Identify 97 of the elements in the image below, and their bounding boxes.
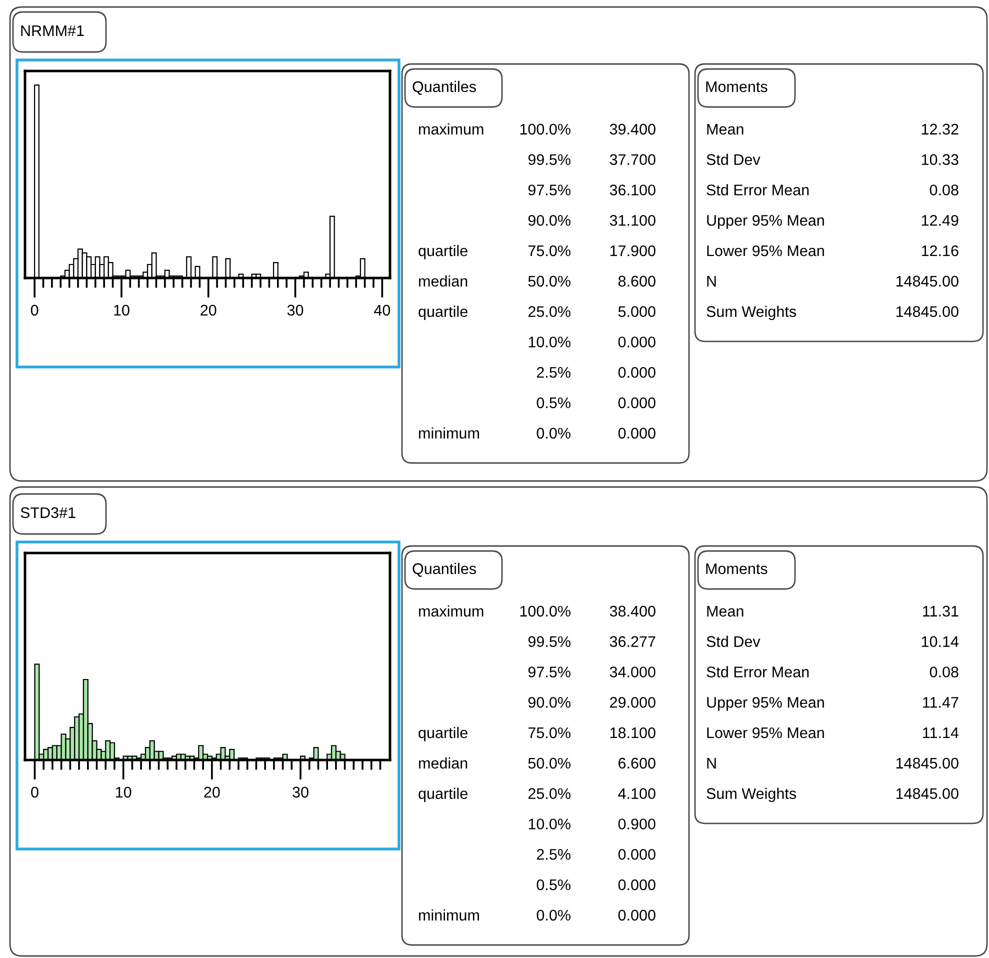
category-label: 2.5% <box>536 848 570 860</box>
text: 12.49 <box>922 214 958 226</box>
category-label: Std Dev <box>706 154 760 165</box>
text: 17.900 <box>610 245 656 256</box>
category-label: quartile <box>418 726 468 742</box>
category-label: Lower 95% Mean <box>707 245 824 256</box>
text: 12.16 <box>922 245 958 256</box>
text: Moments <box>706 563 768 574</box>
category-label: Std Dev <box>706 636 760 647</box>
x-tick-label: 40 <box>374 304 390 316</box>
category-label: 0.5% <box>536 879 570 890</box>
category-label: 2.5% <box>536 366 570 378</box>
text: 37.700 <box>610 154 656 165</box>
category-label: 10.0% <box>528 818 570 830</box>
category-label: 99.5% <box>528 154 570 165</box>
category-label: 75.0% <box>528 245 570 256</box>
text: 11.47 <box>923 697 958 708</box>
chart-title: NRMM#1 <box>21 25 84 36</box>
category-label: 50.0% <box>528 276 570 287</box>
category-label: 25.0% <box>528 306 570 317</box>
category-label: quartile <box>418 244 468 260</box>
text: 29.000 <box>610 696 656 708</box>
x-tick-label: 20 <box>200 304 216 316</box>
category-label: minimum <box>419 427 479 439</box>
text: 10.33 <box>922 154 958 165</box>
category-label: 75.0% <box>528 727 570 738</box>
category-label: 90.0% <box>528 696 570 708</box>
category-label: quartile <box>418 306 468 320</box>
x-tick-label: 0 <box>31 786 38 798</box>
category-label: Upper 95% Mean <box>707 696 824 711</box>
x-tick-label: 0 <box>30 304 38 316</box>
category-label: Mean <box>707 124 744 135</box>
text: 36.277 <box>610 636 656 647</box>
x-tick-label: 30 <box>287 304 304 316</box>
x-tick-label: 10 <box>114 304 130 316</box>
text: 18.100 <box>610 727 656 738</box>
category-label: 100.0% <box>520 124 570 135</box>
text: 0.000 <box>618 428 656 439</box>
x-tick-label: 10 <box>116 786 132 798</box>
x-tick-label: 30 <box>292 786 308 798</box>
category-label: 25.0% <box>528 788 570 799</box>
text: 14845.00 <box>896 788 958 799</box>
text: 0.000 <box>618 910 656 921</box>
x-tick-label: 20 <box>204 786 220 798</box>
category-label: N <box>707 276 716 286</box>
category-label: 90.0% <box>528 214 570 226</box>
text: 4.100 <box>618 788 656 799</box>
text: 12.32 <box>922 124 958 135</box>
category-label: 0.0% <box>536 428 570 439</box>
text: 14845.00 <box>896 276 958 287</box>
category-label: maximum <box>419 123 484 135</box>
category-label: 97.5% <box>528 666 570 678</box>
category-label: Std Error Mean <box>706 666 809 678</box>
text: Quantiles <box>412 562 476 577</box>
category-label: Mean <box>707 606 744 617</box>
text: 0.000 <box>618 366 656 378</box>
category-label: Std Error Mean <box>706 184 809 196</box>
text: 5.000 <box>618 306 656 317</box>
text: 0.000 <box>618 336 656 348</box>
text: 14845.00 <box>896 758 958 769</box>
text: 6.600 <box>618 758 656 769</box>
text: 0.08 <box>930 184 958 196</box>
text: 0.08 <box>930 666 958 678</box>
text: 14845.00 <box>896 306 958 317</box>
text: 39.400 <box>610 124 656 135</box>
category-label: 99.5% <box>528 636 570 647</box>
category-label: 10.0% <box>528 336 570 348</box>
text: 0.900 <box>618 818 656 830</box>
text: 10.14 <box>922 636 959 647</box>
text: 8.600 <box>618 276 656 287</box>
category-label: quartile <box>418 788 468 802</box>
category-label: 50.0% <box>528 758 570 769</box>
category-label: minimum <box>419 909 479 921</box>
category-label: median <box>419 757 468 769</box>
text: 34.000 <box>610 666 656 678</box>
category-label: maximum <box>419 605 484 617</box>
category-label: 0.0% <box>536 910 570 921</box>
category-label: Sum Weights <box>706 788 796 802</box>
category-label: N <box>707 758 716 768</box>
category-label: Sum Weights <box>706 306 796 320</box>
text: 0.000 <box>618 397 656 408</box>
text: 36.100 <box>610 184 656 196</box>
text: Quantiles <box>412 80 476 95</box>
category-label: Upper 95% Mean <box>707 214 824 229</box>
chart-title: STD3#1 <box>20 507 76 518</box>
text: 11.31 <box>923 606 958 617</box>
text: 0.000 <box>618 848 656 860</box>
category-label: 100.0% <box>520 606 570 617</box>
text: 38.400 <box>610 606 656 617</box>
category-label: 97.5% <box>528 184 570 196</box>
category-label: median <box>419 275 468 287</box>
text: 31.100 <box>610 214 656 226</box>
category-label: 0.5% <box>536 397 570 408</box>
text: Moments <box>706 81 768 92</box>
text: 0.000 <box>618 879 656 890</box>
category-label: Lower 95% Mean <box>707 727 824 738</box>
text: 11.14 <box>923 728 959 738</box>
